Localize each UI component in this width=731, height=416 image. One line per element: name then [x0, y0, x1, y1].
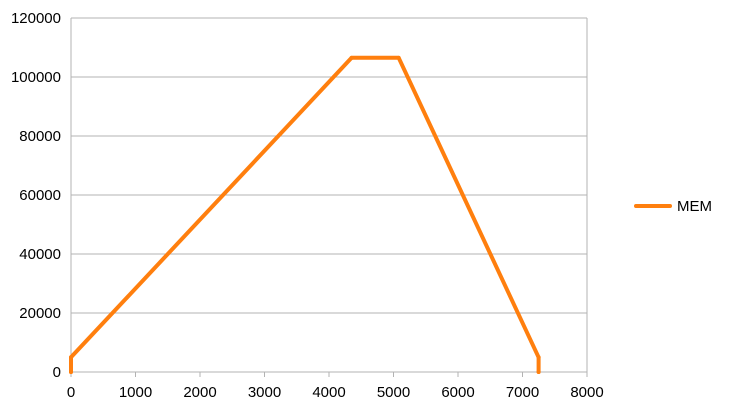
y-tick-label: 100000	[11, 69, 61, 86]
series-line-mem	[69, 55, 541, 374]
x-tick-label: 4000	[312, 384, 345, 401]
x-axis-tick-labels: 0 1000 2000 3000 4000 5000 6000 7000 8000	[67, 384, 604, 401]
x-tick-label: 7000	[506, 384, 539, 401]
legend: MEM	[634, 198, 712, 215]
x-tick-label: 1000	[119, 384, 152, 401]
x-tick-label: 3000	[248, 384, 281, 401]
x-tick-label: 2000	[183, 384, 216, 401]
x-tick-label: 0	[67, 384, 75, 401]
y-tick-label: 120000	[11, 10, 61, 27]
x-tick-label: 6000	[441, 384, 474, 401]
data-point	[536, 370, 541, 374]
x-tick-label: 5000	[377, 384, 410, 401]
y-tick-label: 20000	[19, 305, 61, 322]
gridlines	[70, 17, 588, 377]
y-tick-label: 0	[53, 364, 61, 381]
y-tick-label: 60000	[19, 187, 61, 204]
legend-label: MEM	[677, 198, 712, 215]
data-point	[536, 355, 541, 360]
x-tick-label: 8000	[570, 384, 603, 401]
data-point	[69, 355, 73, 360]
series-lines	[69, 55, 541, 374]
data-point	[396, 55, 401, 60]
data-point	[69, 370, 73, 374]
y-tick-label: 80000	[19, 128, 61, 145]
y-axis-tick-labels: 0 20000 40000 60000 80000 100000 120000	[11, 10, 61, 381]
data-point	[349, 55, 354, 60]
y-tick-label: 40000	[19, 246, 61, 263]
